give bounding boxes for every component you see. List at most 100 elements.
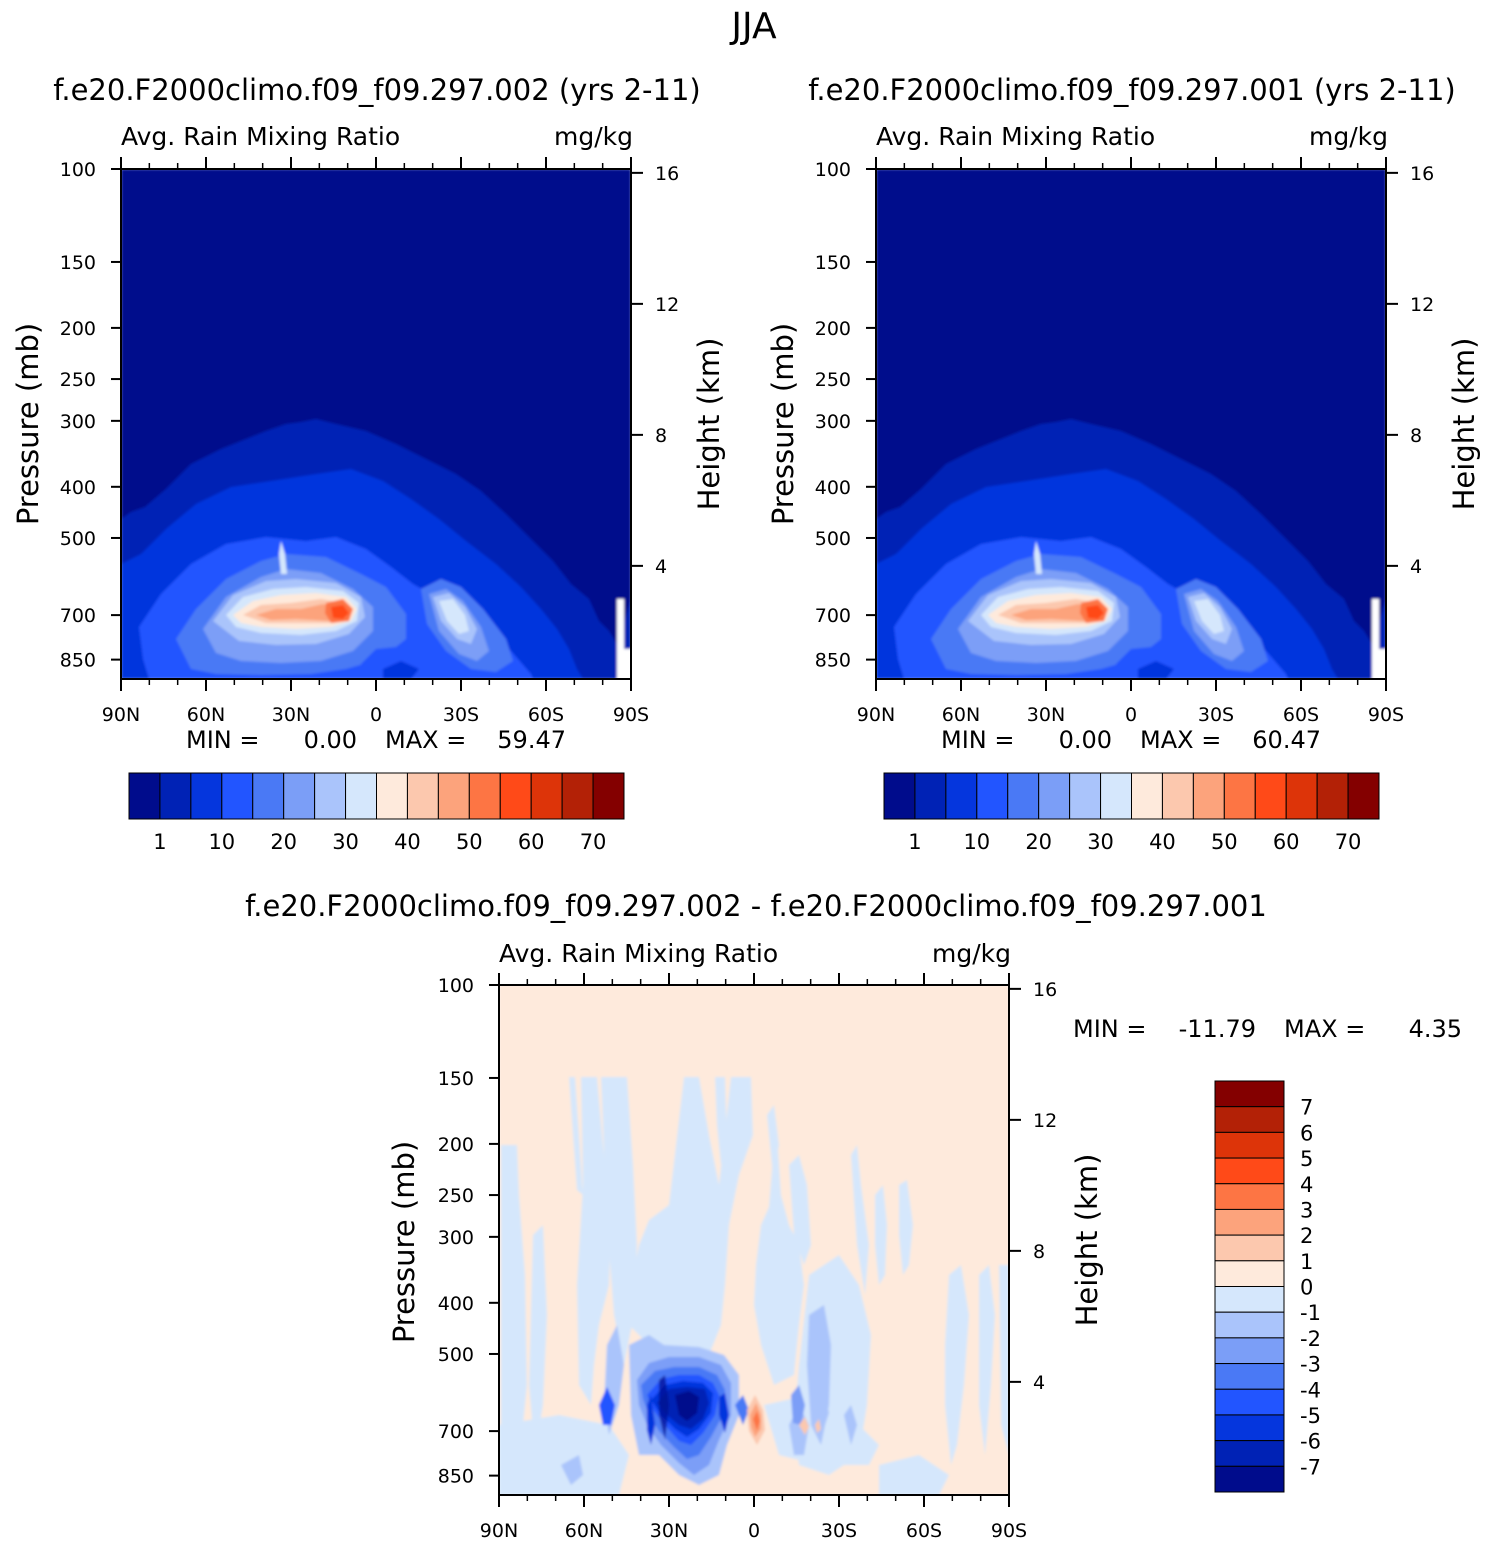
panel-left-ticks: 100 150 200 250 300 400 500 700 850 16 12 8 4 90N 60N 3… — [60, 157, 679, 726]
y-tick-label: 400 — [60, 477, 96, 499]
colorbar-swatch — [1214, 1106, 1285, 1133]
x-tick-label: 60N — [187, 704, 225, 726]
y-tick-label: 300 — [438, 1227, 474, 1249]
y-tick-label: 850 — [438, 1466, 474, 1488]
x-tick-label: 60S — [1283, 704, 1319, 726]
panel-right-field — [876, 169, 1386, 679]
colorbar-swatch — [561, 772, 594, 820]
y-tick-label: 300 — [815, 411, 851, 433]
colorbar-swatch — [1214, 1286, 1285, 1313]
panel-right-case-title: f.e20.F2000climo.f09_f09.297.001 (yrs 2-… — [808, 73, 1455, 107]
colorbar-swatch — [221, 772, 254, 820]
colorbar-label: 50 — [1211, 830, 1238, 854]
colorbar-swatch — [1254, 772, 1287, 820]
colorbar-label: -5 — [1300, 1404, 1321, 1428]
y-tick-label: 150 — [815, 252, 851, 274]
y-right-tick-label: 16 — [655, 163, 679, 185]
y-right-tick-label: 4 — [1410, 556, 1422, 578]
colorbar-swatch — [1192, 772, 1225, 820]
colorbar-swatch — [468, 772, 501, 820]
colorbar-swatch — [1214, 1388, 1285, 1416]
colorbar-label: 70 — [1335, 830, 1362, 854]
panel-diff-units: mg/kg — [932, 939, 1011, 968]
colorbar-swatch — [1038, 772, 1071, 820]
colorbar-swatch — [376, 772, 408, 820]
y-tick-label: 400 — [438, 1293, 474, 1315]
panel-left-field — [121, 169, 631, 679]
colorbar-swatch — [1214, 1414, 1285, 1442]
panel-diff-case-title: f.e20.F2000climo.f09_f09.297.002 - f.e20… — [245, 889, 1267, 923]
colorbar-label: 50 — [456, 830, 483, 854]
colorbar-swatch — [283, 772, 316, 820]
colorbar-swatch — [914, 772, 947, 820]
panel-diff-min-label: MIN = — [1073, 1015, 1146, 1043]
panel-right: f.e20.F2000climo.f09_f09.297.001 (yrs 2-… — [766, 73, 1481, 854]
colorbar-swatch — [1214, 1234, 1285, 1262]
y-tick-label: 700 — [815, 605, 851, 627]
y-right-tick-label: 12 — [1410, 294, 1434, 316]
y-right-tick-label: 8 — [1410, 425, 1422, 447]
panel-left-ylabel-right: Height (km) — [692, 338, 726, 511]
panel-diff-max-label: MAX = — [1284, 1015, 1365, 1043]
x-tick-label: 30S — [443, 704, 479, 726]
panel-diff-min-value: -11.79 — [1179, 1015, 1256, 1043]
y-right-tick-label: 8 — [1033, 1241, 1045, 1263]
colorbar-swatch — [1214, 1363, 1285, 1390]
colorbar-label: 40 — [394, 830, 421, 854]
y-tick-label: 300 — [60, 411, 96, 433]
y-right-tick-label: 12 — [655, 294, 679, 316]
x-tick-label: 90N — [102, 704, 140, 726]
colorbar-swatch — [1214, 1183, 1285, 1210]
y-tick-label: 850 — [60, 650, 96, 672]
colorbar-swatch — [1214, 1208, 1285, 1236]
colorbar-label: 30 — [1087, 830, 1114, 854]
panel-diff-field — [499, 985, 1009, 1495]
colorbar-swatch — [592, 772, 625, 820]
colorbar-swatch — [945, 772, 978, 820]
colorbar-swatch — [1316, 772, 1349, 820]
panel-right-max-value: 60.47 — [1252, 726, 1321, 754]
y-tick-label: 250 — [60, 369, 96, 391]
colorbar-swatch — [1161, 772, 1194, 820]
panel-right-units: mg/kg — [1309, 122, 1388, 151]
panel-left-max-value: 59.47 — [497, 726, 566, 754]
x-tick-label: 0 — [1125, 704, 1137, 726]
panel-diff-ylabel-right: Height (km) — [1070, 1154, 1104, 1327]
panel-left-variable: Avg. Rain Mixing Ratio — [121, 122, 400, 151]
panel-diff-max-value: 4.35 — [1409, 1015, 1462, 1043]
colorbar-label: 1 — [153, 830, 166, 854]
colorbar-label: -6 — [1300, 1430, 1321, 1454]
colorbar-label: -1 — [1300, 1301, 1321, 1325]
colorbar-label: -4 — [1300, 1378, 1321, 1402]
y-tick-label: 100 — [815, 159, 851, 181]
panel-right-ylabel: Pressure (mb) — [766, 323, 800, 525]
panel-left: f.e20.F2000climo.f09_f09.297.002 (yrs 2-… — [11, 73, 726, 854]
y-tick-label: 150 — [438, 1068, 474, 1090]
colorbar-swatch — [499, 772, 532, 820]
y-tick-label: 100 — [438, 975, 474, 997]
colorbar-swatch — [1214, 1465, 1285, 1493]
panel-left-max-label: MAX = — [385, 726, 466, 754]
colorbar-swatch — [1214, 1260, 1285, 1287]
panel-diff-variable: Avg. Rain Mixing Ratio — [499, 939, 778, 968]
colorbar-swatch — [1131, 772, 1163, 820]
colorbar-label: 7 — [1300, 1096, 1313, 1120]
panel-right-ticks: 100 150 200 250 300 400 500 700 850 16 12 8 4 90N 60N 3… — [815, 157, 1434, 726]
y-tick-label: 250 — [815, 369, 851, 391]
y-tick-label: 100 — [60, 159, 96, 181]
colorbar-swatch — [128, 772, 161, 820]
colorbar-label: 4 — [1300, 1173, 1313, 1197]
panel-left-colorbar: 1 10 20 30 40 50 60 70 — [128, 772, 625, 854]
colorbar-swatch — [252, 772, 285, 820]
x-tick-label: 30N — [650, 1520, 688, 1542]
colorbar-label: 6 — [1300, 1121, 1313, 1145]
x-tick-label: 90N — [857, 704, 895, 726]
x-tick-label: 30S — [821, 1520, 857, 1542]
colorbar-swatch — [976, 772, 1009, 820]
colorbar-swatch — [883, 772, 916, 820]
colorbar-swatch — [1214, 1080, 1285, 1108]
panel-right-max-label: MAX = — [1140, 726, 1221, 754]
x-tick-label: 60S — [906, 1520, 942, 1542]
